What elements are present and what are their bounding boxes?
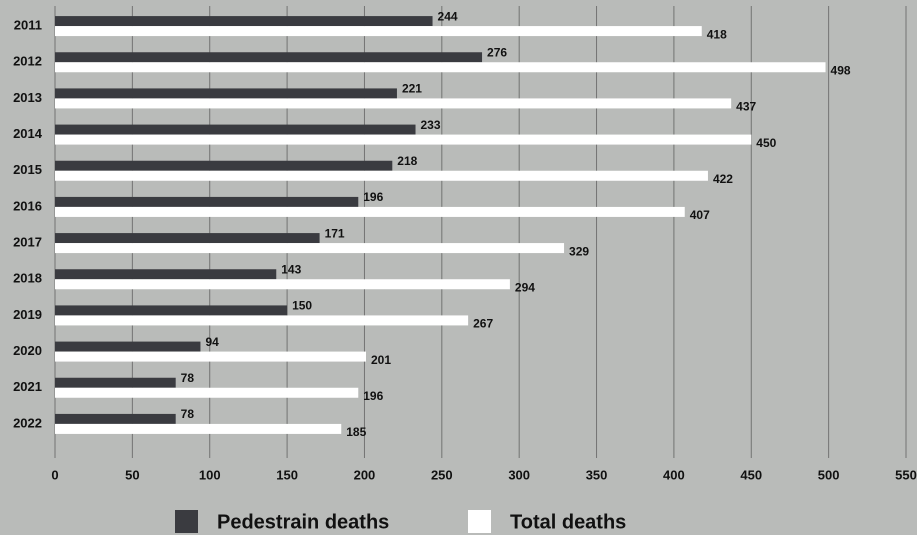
bar [55,98,732,109]
x-tick-label: 0 [51,467,58,482]
bar [55,279,510,290]
x-tick-label: 300 [508,467,530,482]
y-tick-label: 2015 [13,162,42,177]
y-tick-label: 2011 [14,18,42,33]
bar [55,26,702,37]
value-label: 233 [421,118,441,132]
y-tick-label: 2019 [13,307,42,322]
value-label: 78 [181,407,195,421]
y-tick-label: 2021 [13,379,42,394]
bar [55,233,320,244]
x-tick-label: 150 [276,467,298,482]
value-label: 450 [756,136,776,150]
bar [55,160,393,171]
x-tick-label: 350 [586,467,608,482]
value-label: 171 [325,226,345,240]
y-tick-label: 2013 [13,90,42,105]
bar [55,413,176,424]
bar [55,88,397,99]
value-label: 244 [438,9,458,23]
x-tick-label: 50 [125,467,139,482]
y-tick-label: 2018 [13,271,42,286]
bar [55,196,359,207]
value-label: 498 [831,63,851,77]
value-label: 196 [363,190,383,204]
legend-label: Pedestrain deaths [217,511,389,533]
x-tick-label: 200 [354,467,376,482]
value-label: 78 [181,371,195,385]
legend-swatch [175,510,198,533]
y-tick-label: 2012 [13,54,42,69]
value-label: 221 [402,82,422,96]
bar [55,124,416,135]
x-tick-label: 550 [895,467,917,482]
bar [55,134,752,145]
x-tick-label: 100 [199,467,221,482]
value-label: 218 [397,154,417,168]
y-tick-label: 2014 [13,126,43,141]
bar [55,62,826,73]
legend-swatch [468,510,491,533]
x-tick-label: 250 [431,467,453,482]
bar [55,243,565,254]
bar [55,305,288,316]
value-label: 267 [473,317,493,331]
y-tick-label: 2022 [13,415,42,430]
value-label: 294 [515,280,535,294]
value-label: 437 [736,100,756,114]
bar [55,377,176,388]
value-label: 276 [487,45,507,59]
legend-label: Total deaths [510,511,626,533]
y-tick-label: 2020 [13,343,42,358]
x-tick-label: 400 [663,467,685,482]
bar [55,351,367,362]
value-label: 407 [690,208,710,222]
value-label: 201 [371,353,391,367]
x-tick-label: 450 [740,467,762,482]
value-label: 150 [292,299,312,313]
bar [55,52,483,63]
value-label: 196 [363,389,383,403]
value-label: 422 [713,172,733,186]
bar [55,16,433,27]
bar [55,341,201,352]
bar [55,206,685,217]
value-label: 329 [569,244,589,258]
bar [55,170,708,181]
value-label: 418 [707,27,727,41]
bar [55,315,469,326]
bar [55,423,342,434]
value-label: 185 [346,425,366,439]
value-label: 143 [281,262,301,276]
y-tick-label: 2017 [13,235,42,250]
value-label: 94 [205,335,219,349]
y-tick-label: 2016 [13,198,42,213]
bar [55,387,359,398]
bar [55,269,277,280]
x-tick-label: 500 [818,467,840,482]
